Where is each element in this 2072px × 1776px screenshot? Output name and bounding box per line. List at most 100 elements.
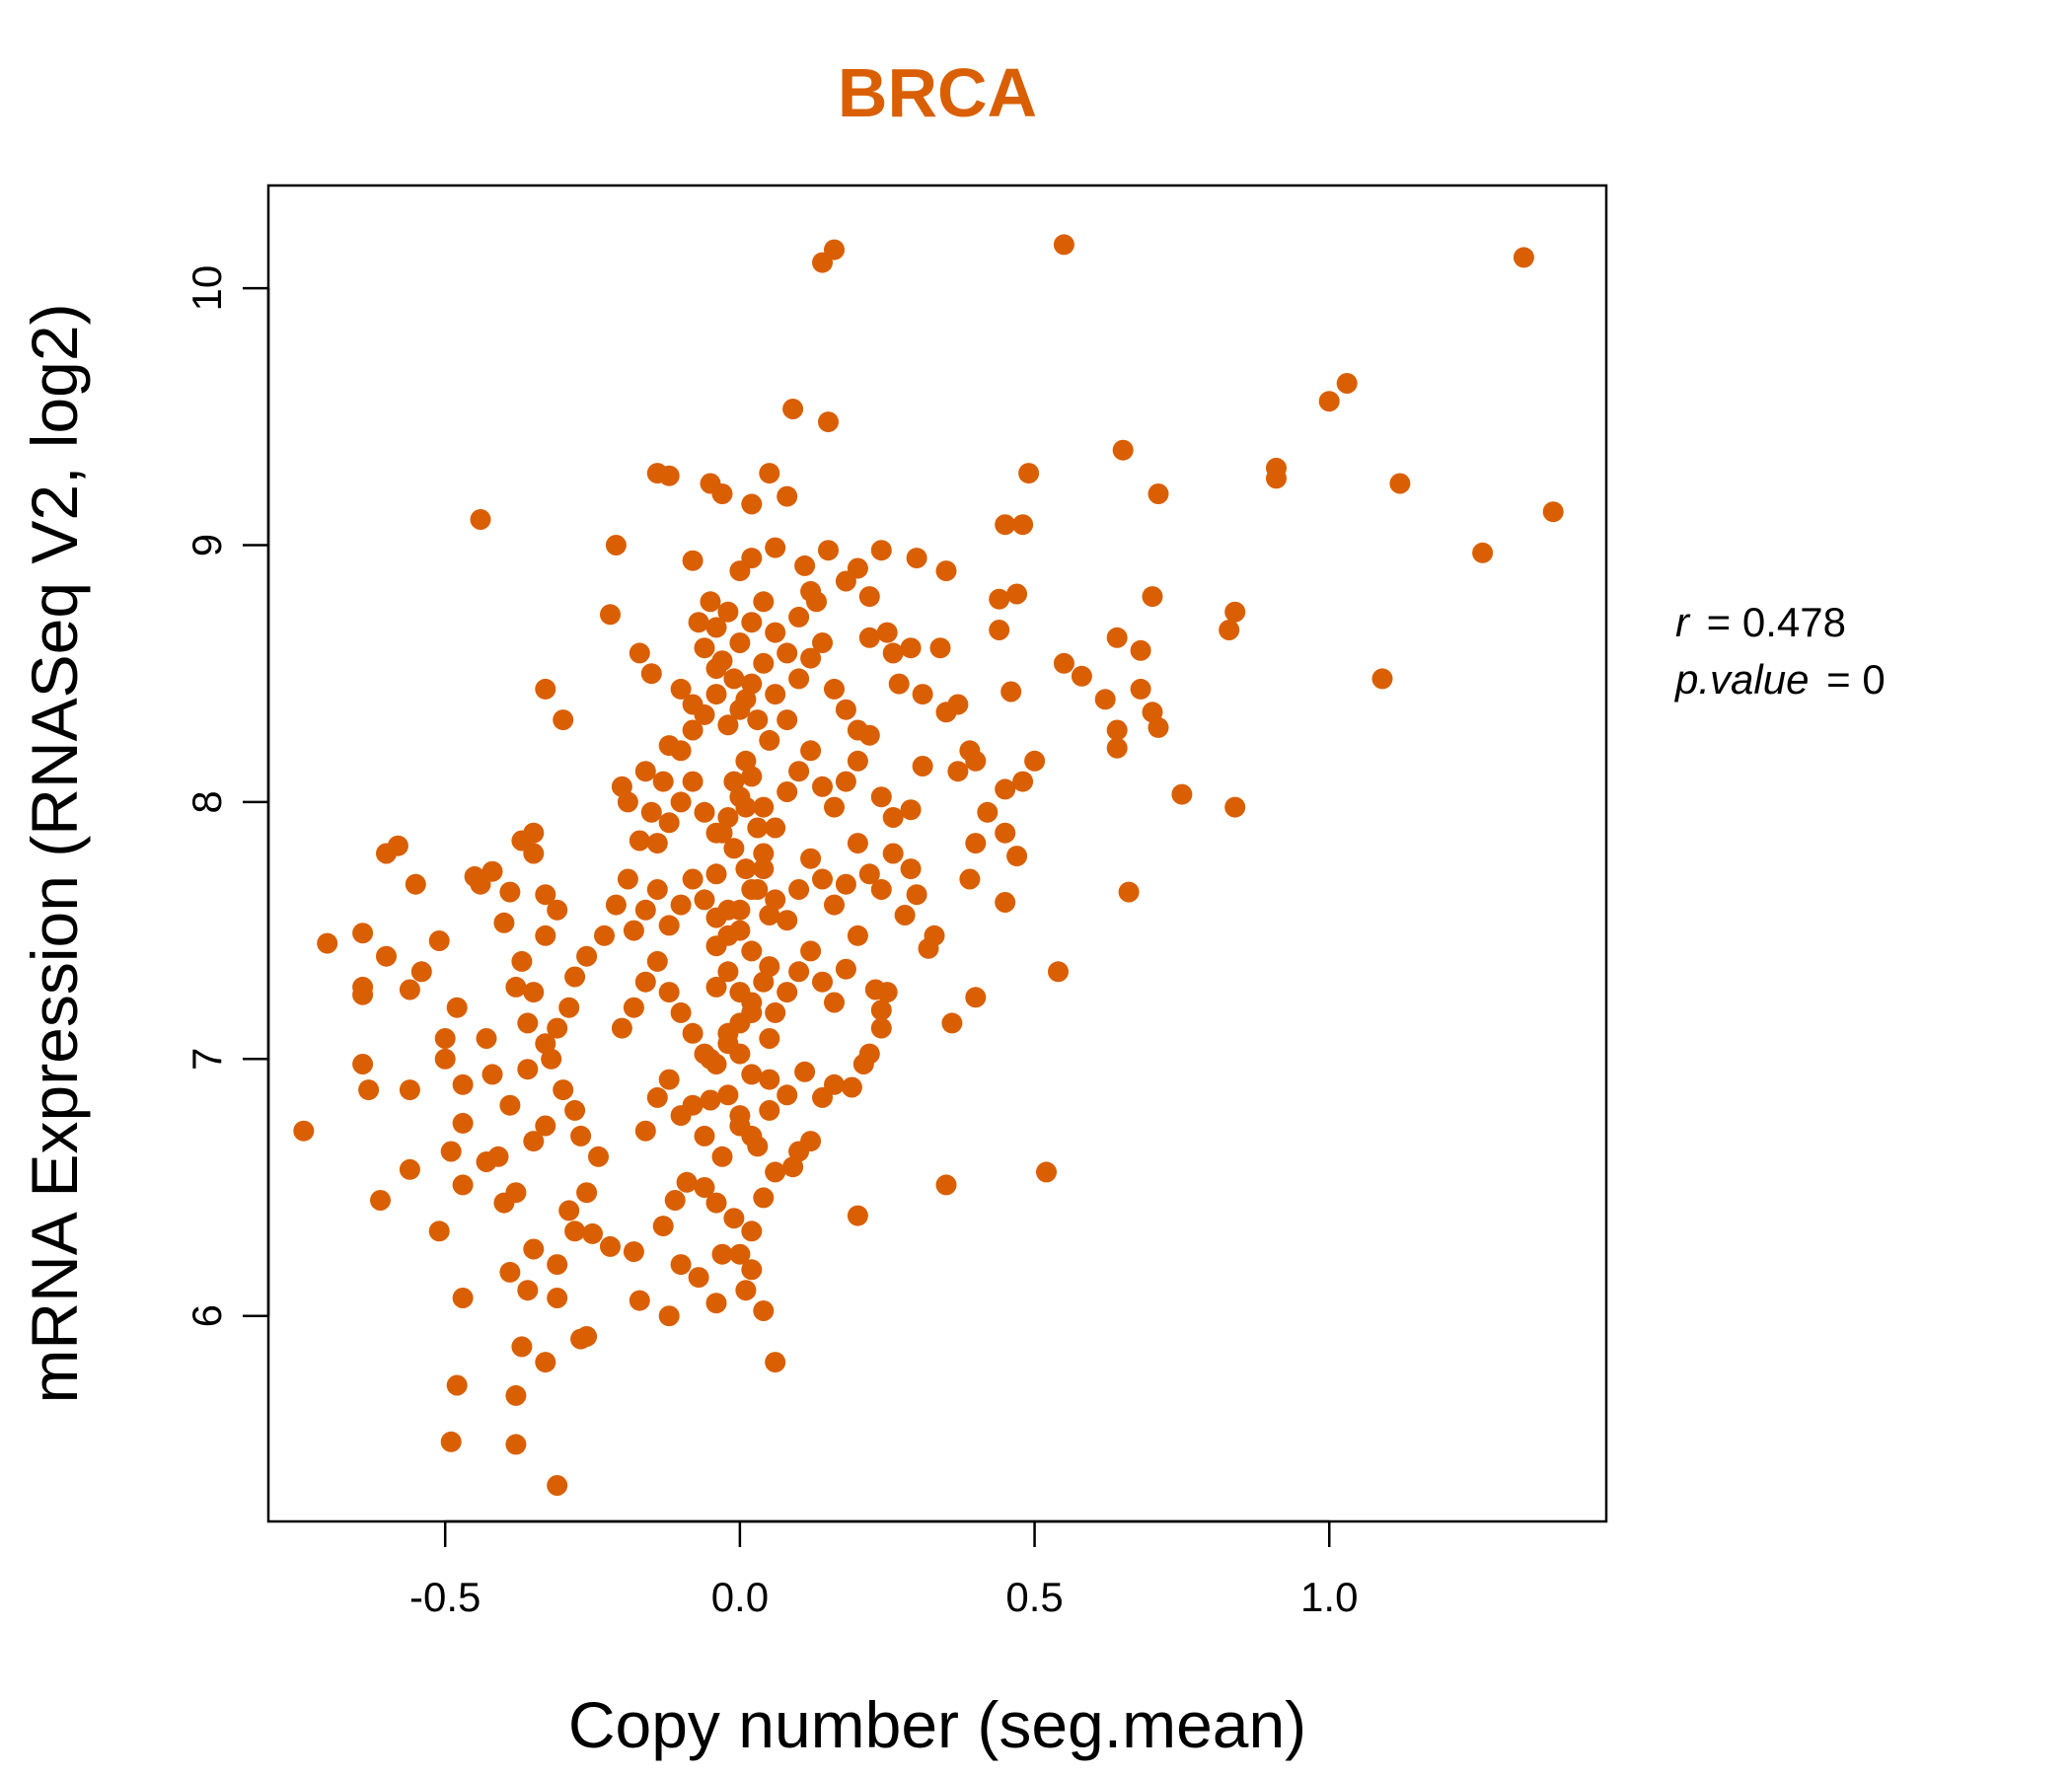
data-point-318: [800, 580, 822, 602]
data-point-362: [476, 1028, 497, 1049]
data-point-226: [623, 997, 644, 1018]
data-point-15: [1472, 542, 1494, 563]
data-point-296: [705, 684, 727, 705]
data-point-12: [1542, 501, 1564, 523]
data-point-281: [753, 796, 775, 818]
data-point-310: [705, 617, 727, 638]
data-point-73: [470, 509, 491, 530]
data-point-354: [523, 982, 545, 1003]
data-point-34: [1036, 1161, 1057, 1183]
data-point-262: [777, 910, 798, 931]
data-point-107: [547, 1288, 568, 1308]
data-point-265: [812, 868, 833, 890]
data-point-156: [847, 557, 868, 579]
data-point-2: [1053, 234, 1074, 256]
data-point-23: [1071, 665, 1092, 687]
data-point-79: [387, 835, 408, 856]
data-point-87: [410, 961, 432, 983]
data-point-19: [1130, 639, 1151, 661]
data-point-320: [723, 668, 745, 690]
data-point-92: [399, 1079, 420, 1101]
data-point-114: [452, 1073, 474, 1095]
data-point-356: [535, 1033, 556, 1055]
data-point-74: [605, 535, 627, 555]
data-point-97: [446, 1374, 468, 1396]
data-point-110: [547, 1254, 568, 1276]
data-point-80: [405, 873, 426, 895]
data-point-105: [576, 1326, 598, 1347]
data-point-200: [705, 1192, 727, 1214]
data-point-20: [1106, 627, 1128, 648]
data-point-14: [1018, 463, 1040, 484]
data-point-221: [824, 1073, 845, 1095]
y-tick-label-0: 6: [184, 1304, 230, 1327]
data-point-270: [870, 879, 892, 900]
data-point-173: [547, 1017, 568, 1039]
data-point-292: [882, 807, 904, 828]
data-point-243: [824, 992, 845, 1013]
data-point-254: [682, 868, 703, 890]
data-point-5: [1336, 373, 1358, 394]
data-point-199: [694, 1177, 715, 1198]
data-point-3: [1513, 247, 1534, 268]
y-tick-label-4: 10: [184, 265, 230, 312]
data-point-113: [452, 1112, 474, 1134]
data-point-69: [894, 905, 916, 925]
data-point-47: [995, 892, 1016, 913]
p-label: p.value: [1673, 656, 1809, 703]
data-point-93: [370, 1190, 391, 1211]
data-point-148: [794, 555, 816, 576]
data-point-95: [428, 1221, 450, 1242]
data-point-218: [777, 1084, 798, 1106]
data-point-158: [700, 591, 721, 613]
data-point-293: [670, 740, 692, 762]
y-tick-label-2: 8: [184, 790, 230, 813]
x-tick-label-2: 0.5: [1005, 1574, 1063, 1620]
data-point-152: [870, 540, 892, 561]
data-point-115: [446, 997, 468, 1018]
plot-frame: [266, 184, 1608, 1523]
data-point-98: [440, 1431, 462, 1452]
data-point-4: [1318, 391, 1340, 412]
data-point-149: [818, 540, 839, 561]
data-point-247: [870, 999, 892, 1021]
data-point-330: [747, 879, 769, 900]
data-point-76: [535, 678, 556, 700]
data-point-264: [800, 848, 822, 869]
data-point-175: [553, 1079, 574, 1101]
data-point-210: [658, 1069, 680, 1090]
data-point-164: [652, 771, 674, 792]
data-point-301: [765, 684, 786, 705]
data-point-268: [847, 833, 868, 854]
data-point-138: [646, 463, 668, 484]
data-point-35: [1006, 583, 1028, 605]
data-point-96: [452, 1288, 474, 1308]
data-point-252: [658, 915, 680, 936]
data-point-189: [711, 1243, 733, 1265]
data-point-332: [729, 920, 751, 941]
data-point-248: [870, 1017, 892, 1039]
data-point-312: [729, 632, 751, 653]
data-point-342: [741, 1125, 763, 1147]
data-point-171: [564, 966, 586, 988]
data-point-22: [1053, 652, 1074, 674]
x-axis-title: Copy number (seg.mean): [568, 1688, 1306, 1761]
data-point-317: [788, 606, 810, 628]
r-statistic: r = 0.478: [1675, 599, 1846, 645]
data-point-75: [600, 604, 621, 626]
data-point-227: [634, 971, 656, 993]
data-point-289: [847, 750, 868, 772]
data-point-286: [812, 776, 833, 797]
x-tick-label-0: -0.5: [409, 1574, 481, 1620]
data-point-255: [694, 889, 715, 911]
data-point-203: [753, 1187, 775, 1209]
data-point-28: [1106, 719, 1128, 741]
data-point-345: [705, 863, 727, 885]
data-point-351: [700, 1048, 721, 1070]
data-point-85: [352, 984, 374, 1005]
data-point-179: [576, 1182, 598, 1204]
data-point-187: [670, 1254, 692, 1276]
data-point-288: [835, 771, 856, 792]
data-point-251: [646, 879, 668, 900]
data-point-212: [682, 1094, 703, 1116]
